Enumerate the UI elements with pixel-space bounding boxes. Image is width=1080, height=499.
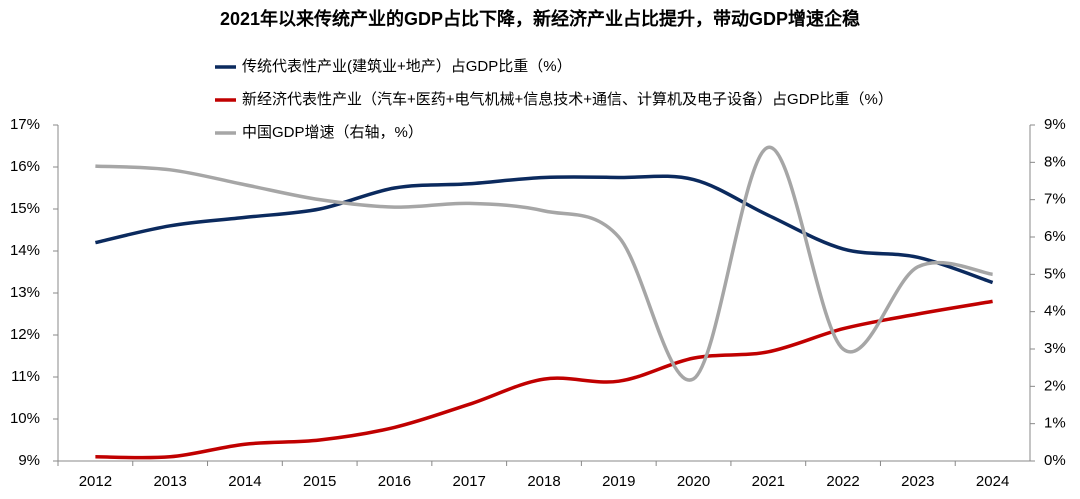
y2-tick-label: 8%: [1044, 153, 1066, 170]
y2-tick-label: 5%: [1044, 265, 1066, 282]
y-tick-label: 17%: [10, 116, 40, 133]
y-tick-label: 13%: [10, 284, 40, 301]
legend-label: 中国GDP增速（右轴，%）: [242, 124, 423, 141]
x-tick-label: 2015: [303, 473, 336, 490]
y-tick-label: 15%: [10, 200, 40, 217]
y-tick-label: 12%: [10, 326, 40, 343]
y2-tick-label: 4%: [1044, 303, 1066, 320]
legend-label: 传统代表性产业(建筑业+地产）占GDP比重（%）: [242, 58, 572, 75]
y-tick-label: 14%: [10, 242, 40, 259]
x-tick-label: 2023: [901, 473, 934, 490]
legend-label: 新经济代表性产业（汽车+医药+电气机械+信息技术+通信、计算机及电子设备）占GD…: [242, 90, 893, 108]
y2-tick-label: 0%: [1044, 452, 1066, 469]
x-tick-label: 2021: [752, 473, 785, 490]
x-tick-label: 2022: [826, 473, 859, 490]
x-tick-label: 2013: [153, 473, 186, 490]
x-tick-label: 2019: [602, 473, 635, 490]
y2-tick-label: 3%: [1044, 340, 1066, 357]
line: [95, 145, 993, 382]
y2-tick-label: 9%: [1044, 116, 1066, 133]
x-tick-label: 2020: [677, 473, 710, 490]
y-tick-label: 16%: [10, 158, 40, 175]
x-tick-label: 2017: [453, 473, 486, 490]
line: [95, 174, 994, 285]
y2-tick-label: 7%: [1044, 191, 1066, 208]
y-tick-label: 10%: [10, 410, 40, 427]
y2-tick-label: 6%: [1044, 228, 1066, 245]
chart-title: 2021年以来传统产业的GDP占比下降，新经济产业占比提升，带动GDP增速企稳: [220, 8, 860, 29]
y-tick-label: 9%: [18, 452, 40, 469]
y2-tick-label: 1%: [1044, 415, 1066, 432]
x-tick-label: 2016: [378, 473, 411, 490]
y2-tick-label: 2%: [1044, 377, 1066, 394]
y-tick-label: 11%: [11, 368, 40, 385]
x-tick-label: 2012: [79, 473, 112, 490]
line: [95, 299, 993, 460]
x-tick-label: 2014: [228, 473, 261, 490]
x-tick-label: 2024: [976, 473, 1009, 490]
x-tick-label: 2018: [527, 473, 560, 490]
